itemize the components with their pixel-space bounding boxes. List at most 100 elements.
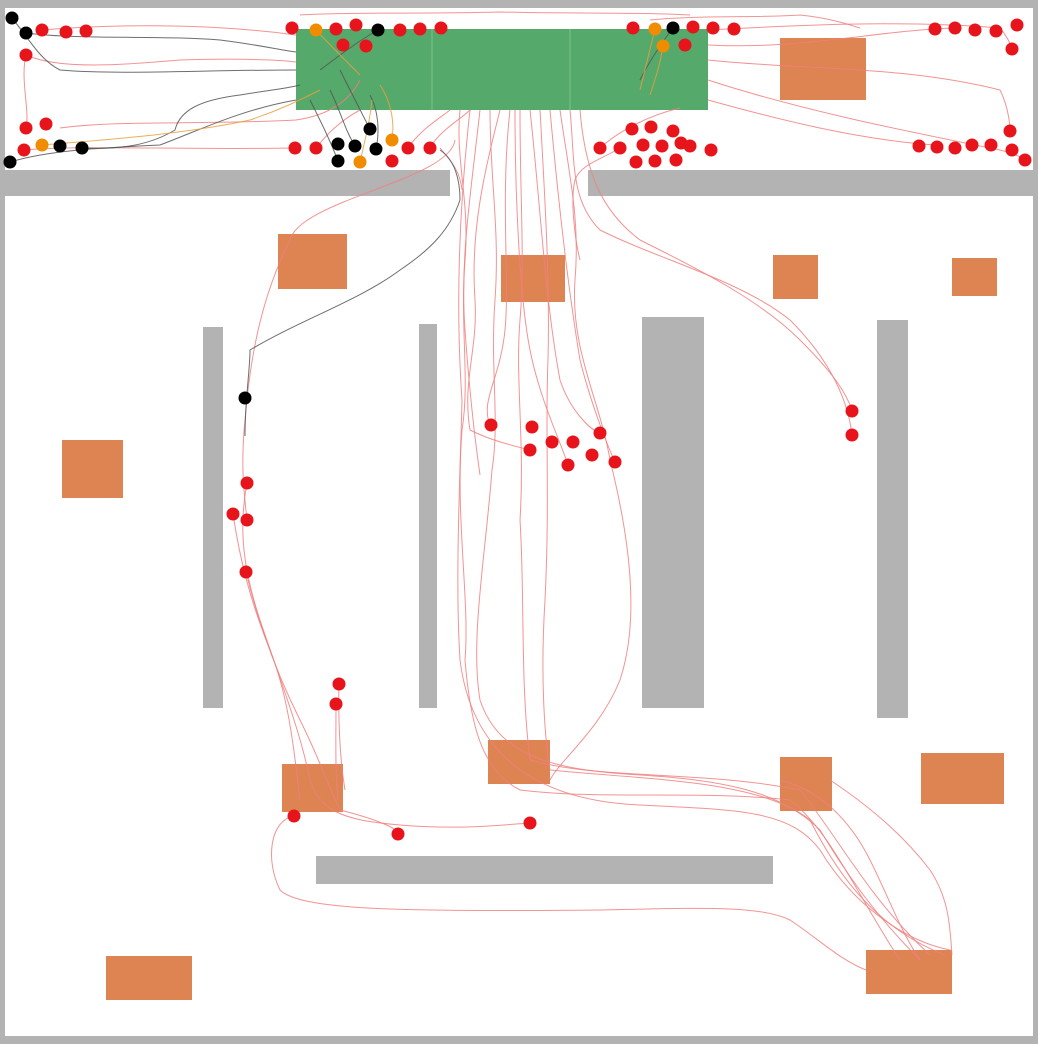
agent-black	[3, 155, 17, 169]
trajectory	[245, 571, 399, 835]
trajectory	[707, 99, 936, 146]
trajectory	[41, 89, 321, 146]
agent-orange	[656, 39, 670, 53]
agent-red	[332, 677, 346, 691]
trajectory	[299, 11, 691, 16]
agent-red	[704, 143, 718, 157]
trajectory	[271, 815, 867, 971]
agent-black	[238, 391, 252, 405]
agent-orange	[353, 155, 367, 169]
agent-red	[629, 155, 643, 169]
trajectory	[829, 779, 953, 956]
pillar-2	[419, 324, 437, 708]
agent-red	[240, 513, 254, 527]
trajectory	[467, 109, 531, 451]
agent-black	[348, 139, 362, 153]
trajectory	[11, 17, 297, 73]
agent-red	[226, 507, 240, 521]
agent-red	[666, 124, 680, 138]
agent-red	[930, 140, 944, 154]
trajectory	[539, 109, 946, 956]
agent-red	[585, 448, 599, 462]
obstacle	[282, 764, 343, 812]
agent-red	[545, 435, 559, 449]
agent-red	[329, 22, 343, 36]
trajectory	[9, 99, 297, 163]
obstacle	[488, 740, 550, 784]
agent-red	[523, 443, 537, 457]
agent-red	[655, 139, 669, 153]
wall-corridor-left	[0, 170, 450, 196]
agent-red	[566, 435, 580, 449]
trajectory	[549, 109, 632, 781]
agent-red	[329, 697, 343, 711]
agent-red	[525, 420, 539, 434]
agent-black	[75, 141, 89, 155]
trajectory	[514, 109, 569, 466]
agent-red	[968, 23, 982, 37]
agent-red	[523, 816, 537, 830]
agent-red	[948, 21, 962, 35]
obstacle	[773, 255, 818, 299]
obstacles	[62, 38, 1004, 1000]
agent-red	[240, 476, 254, 490]
trajectory	[486, 109, 511, 426]
agent-red	[561, 458, 575, 472]
trajectory	[518, 109, 931, 956]
trajectory	[59, 79, 361, 129]
trajectory	[572, 147, 621, 261]
agent-red	[928, 22, 942, 36]
agent-red	[413, 22, 427, 36]
obstacle	[106, 956, 192, 1000]
pillar-1	[203, 327, 223, 708]
trajectory	[599, 107, 681, 149]
agent-red	[336, 38, 350, 52]
agent-red	[35, 23, 49, 37]
agent-red	[391, 827, 405, 841]
agent-black	[371, 23, 385, 37]
trajectory	[476, 109, 921, 961]
agent-red	[19, 121, 33, 135]
agent-red	[678, 38, 692, 52]
trajectory	[23, 54, 297, 129]
agent-red	[948, 141, 962, 155]
agent-red	[965, 138, 979, 152]
agent-red	[1010, 18, 1024, 32]
wall-corridor-right	[588, 170, 1038, 196]
agent-red	[669, 153, 683, 167]
trajectory	[242, 139, 456, 521]
wall-left	[0, 0, 5, 1044]
trajectory	[335, 703, 339, 801]
agent-red	[593, 426, 607, 440]
obstacle	[780, 38, 866, 100]
trajectory	[649, 14, 861, 29]
agent-orange	[35, 138, 49, 152]
obstacle	[278, 234, 347, 289]
agent-black	[363, 122, 377, 136]
agent-red	[648, 154, 662, 168]
agent-red	[17, 143, 31, 157]
agent-red	[845, 428, 859, 442]
agent-black	[53, 139, 67, 153]
trajectory	[569, 109, 853, 436]
agent-red	[1005, 143, 1019, 157]
obstacle	[952, 258, 997, 296]
agent-red	[288, 141, 302, 155]
agent-red	[1003, 124, 1017, 138]
pillar-4	[877, 320, 908, 718]
agent-red	[683, 139, 697, 153]
agent-red	[1018, 153, 1032, 167]
pillar-3	[642, 317, 704, 708]
agent-red	[39, 117, 53, 131]
target-zone	[296, 29, 708, 110]
agent-red	[984, 138, 998, 152]
trajectory	[232, 513, 301, 801]
agent-red	[59, 25, 73, 39]
agent-red	[1005, 42, 1019, 56]
obstacle	[780, 757, 832, 811]
agent-red	[608, 455, 622, 469]
trajectory	[457, 109, 951, 951]
